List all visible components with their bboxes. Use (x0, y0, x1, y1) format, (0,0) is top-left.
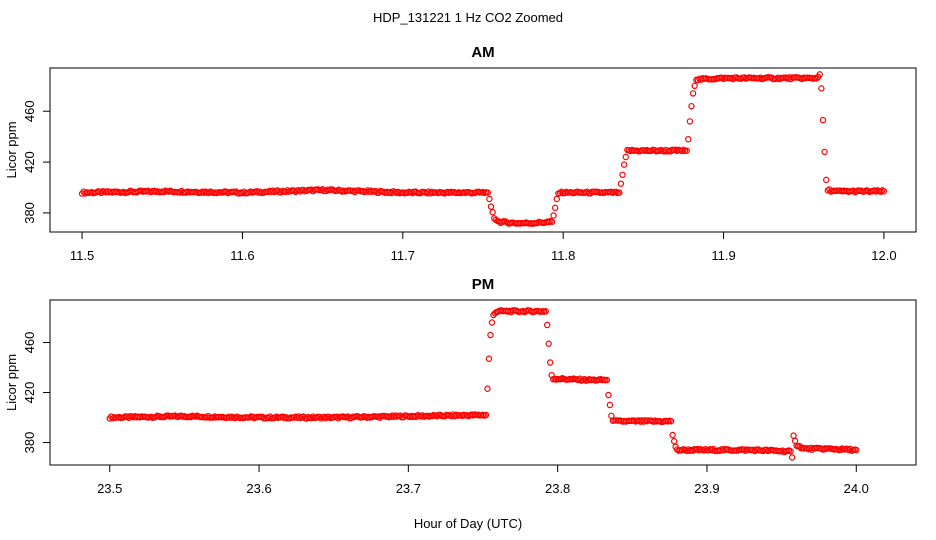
data-point (819, 116, 827, 124)
data-point (553, 195, 560, 203)
data-point (818, 85, 825, 92)
data-point (619, 171, 626, 178)
data-point (550, 212, 557, 219)
data-point (669, 431, 676, 439)
data-point (877, 188, 884, 195)
figure-xlabel: Hour of Day (UTC) (414, 516, 522, 531)
data-point (683, 147, 690, 154)
y-tick-label: 460 (22, 100, 37, 122)
data-point (853, 446, 860, 454)
x-tick-label: 24.0 (844, 481, 869, 496)
data-point (484, 385, 491, 392)
panel-pm: PM Licor ppm 23.5 23.6 23.7 23.8 23.9 24.0 380 42… (4, 276, 917, 496)
data-point (822, 176, 830, 184)
y-tick-label: 460 (22, 332, 37, 354)
data-point (617, 180, 625, 187)
x-tick-label: 23.6 (246, 481, 271, 496)
data-point (689, 90, 697, 97)
data-point (605, 391, 612, 399)
data-point (688, 102, 695, 110)
x-tick-label: 11.7 (391, 248, 415, 263)
data-point (880, 188, 888, 195)
panel-title: PM (472, 276, 495, 293)
x-tick-label: 23.8 (545, 481, 570, 496)
y-tick-label: 420 (22, 382, 37, 404)
data-point (620, 161, 628, 168)
x-tick-label: 23.7 (396, 481, 421, 496)
panel-title: AM (471, 44, 494, 61)
plot-frame (49, 299, 917, 466)
data-point (542, 308, 549, 315)
data-point (488, 319, 496, 326)
x-tick-label: 11.8 (551, 248, 575, 263)
data-points (106, 307, 860, 461)
x-tick-label: 23.9 (694, 481, 719, 496)
data-point (487, 331, 494, 339)
data-point (485, 355, 493, 362)
x-tick-label: 11.5 (70, 248, 94, 263)
data-point (622, 153, 629, 161)
data-point (482, 411, 490, 419)
data-point (544, 321, 551, 329)
data-point (548, 218, 556, 226)
data-point (670, 438, 678, 445)
data-point (545, 340, 552, 347)
y-tick-label: 380 (22, 432, 37, 454)
y-tick-label: 380 (22, 202, 37, 224)
data-point (691, 82, 698, 90)
plot-frame (49, 67, 917, 233)
data-point (816, 71, 823, 78)
data-points (78, 71, 888, 227)
figure-title: HDP_131221 1 Hz CO2 Zoomed (373, 10, 563, 25)
data-point (484, 189, 492, 196)
data-point (813, 75, 820, 82)
y-tick-label: 420 (22, 151, 37, 173)
x-tick-label: 23.5 (97, 481, 122, 496)
x-tick-label: 12.0 (871, 248, 896, 263)
x-tick-label: 11.9 (711, 248, 735, 263)
x-tick-label: 11.6 (230, 248, 254, 263)
data-point (787, 448, 794, 455)
data-point (487, 203, 495, 210)
data-point (551, 204, 559, 212)
data-point (788, 454, 796, 461)
data-point (616, 189, 623, 196)
data-point (685, 135, 692, 143)
y-axis-label: Licor ppm (4, 354, 19, 411)
data-point (790, 432, 797, 439)
panel-am: AM Licor ppm 11.5 11.6 11.7 11.8 11.9 12.0 380 42… (4, 44, 917, 263)
data-point (821, 148, 828, 156)
data-point (486, 195, 493, 203)
data-point (546, 359, 554, 366)
data-point (686, 118, 694, 125)
data-point (667, 418, 675, 425)
data-point (603, 376, 611, 384)
y-axis-label: Licor ppm (4, 121, 19, 178)
data-point (489, 208, 496, 216)
data-point (606, 401, 614, 409)
